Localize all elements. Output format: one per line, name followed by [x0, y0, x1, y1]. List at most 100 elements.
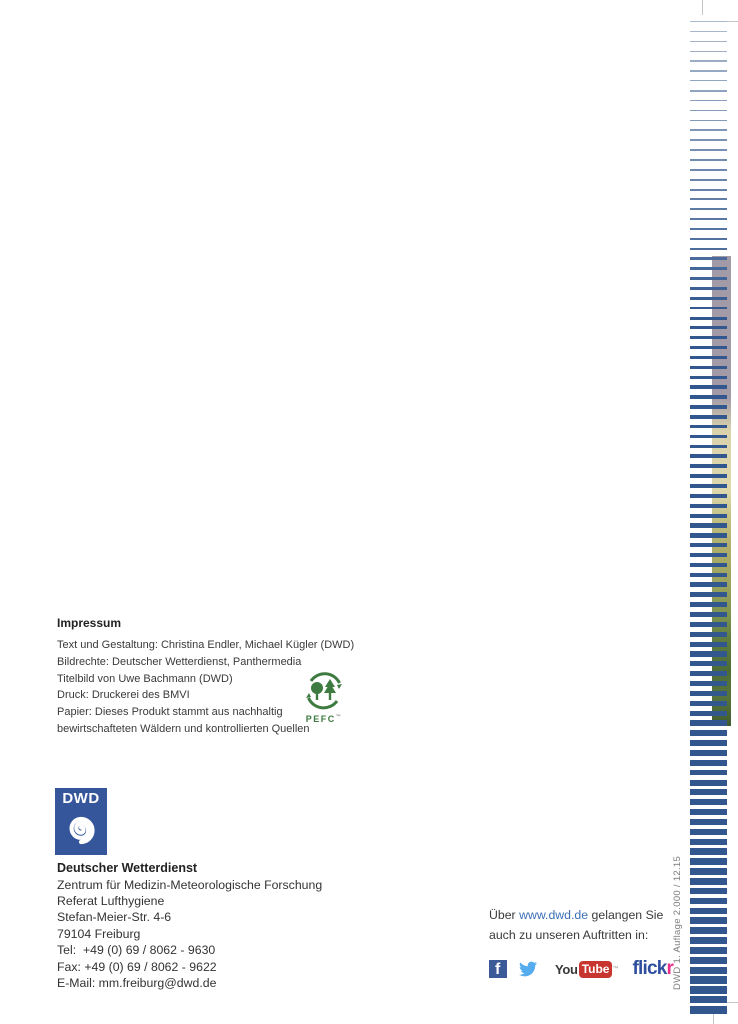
dwd-website-link[interactable]: www.dwd.de: [519, 908, 589, 922]
stripe-bar: [690, 631, 727, 637]
stripe-bar: [690, 395, 727, 399]
flickr-icon[interactable]: flickr: [632, 958, 674, 979]
stripe-bar: [690, 40, 727, 42]
stripe-bar: [690, 326, 727, 330]
stripe-bar: [690, 641, 727, 647]
address-line: Stefan-Meier-Str. 4-6: [57, 910, 172, 925]
stripe-bar: [690, 50, 727, 52]
stripe-bar: [690, 897, 727, 905]
stripe-bar: [690, 818, 727, 826]
stripe-bar: [690, 681, 727, 687]
crop-mark-bottom-vertical: [713, 1014, 714, 1024]
address-line: E-Mail: mm.freiburg@dwd.de: [57, 975, 217, 990]
stripe-bar: [690, 474, 727, 479]
impressum-line: Druck: Druckerei des BMVI: [57, 689, 190, 702]
stripe-bar: [690, 976, 727, 984]
stripe-bar: [690, 749, 727, 756]
stripe-bar: [690, 188, 727, 191]
stripe-bar: [690, 139, 727, 141]
stripe-bar: [690, 986, 727, 994]
impressum-lines: Text und Gestaltung: Christina Endler, M…: [57, 637, 387, 738]
stripe-bar: [690, 966, 727, 974]
stripe-bar: [690, 720, 727, 726]
dwd-spiral-icon: [69, 816, 95, 845]
cover-edge-strip: [712, 256, 731, 726]
stripe-bar: [690, 828, 727, 835]
twitter-icon[interactable]: [517, 960, 539, 978]
crop-mark-bottom-horizontal: [727, 1002, 738, 1003]
impressum-heading: Impressum: [57, 616, 122, 630]
stripe-bar: [690, 355, 727, 360]
stripe-bar: [690, 434, 727, 439]
stripe-bar: [690, 1006, 727, 1014]
youtube-trademark: ™: [612, 966, 619, 972]
stripe-bar: [690, 149, 727, 151]
stripe-bar: [690, 346, 727, 350]
stripe-bar: [690, 158, 727, 161]
stripe-bar: [690, 464, 727, 469]
stripe-bar: [690, 198, 727, 201]
stripe-bar: [690, 592, 727, 598]
stripe-bar: [690, 572, 727, 578]
address-line: Fax: +49 (0) 69 / 8062 - 9622: [57, 959, 217, 974]
stripe-bar: [690, 730, 727, 736]
impressum-line: Bildrechte: Deutscher Wetterdienst, Pant…: [57, 655, 302, 668]
stripe-bar: [690, 454, 727, 459]
stripe-bar: [690, 946, 727, 954]
stripe-bar: [690, 444, 727, 449]
stripe-bar: [690, 405, 727, 409]
stripe-bar: [690, 848, 727, 855]
stripe-bar: [690, 415, 727, 419]
address-line: Tel: +49 (0) 69 / 8062 - 9630: [57, 943, 216, 958]
facebook-icon[interactable]: f: [489, 960, 507, 978]
stripe-bar: [690, 296, 727, 300]
address-line: 79104 Freiburg: [57, 926, 141, 941]
stripe-bar: [690, 277, 727, 280]
stripe-bar: [690, 759, 727, 766]
stripe-bar: [690, 769, 727, 776]
publisher-block: Deutscher Wetterdienst Zentrum für Mediz…: [57, 860, 377, 991]
stripe-bar: [690, 336, 727, 340]
stripe-bar: [690, 287, 727, 290]
stripe-bar: [690, 119, 727, 122]
stripe-bar: [690, 533, 727, 538]
stripe-bar: [690, 30, 727, 32]
social-intro-line1: Über www.dwd.de gelangen Sie: [489, 908, 664, 922]
stripe-bar: [690, 109, 727, 112]
stripe-bar: [690, 838, 727, 845]
stripe-bar: [690, 513, 727, 518]
stripe-bar: [690, 927, 727, 935]
stripe-bar: [690, 602, 727, 607]
stripe-bar: [690, 809, 727, 816]
stripe-bar: [690, 690, 727, 697]
stripe-bar: [690, 661, 727, 667]
stripe-bar: [690, 365, 727, 370]
address-line: Zentrum für Medizin-Meteorologische Fors…: [57, 877, 323, 892]
stripe-bar: [690, 789, 727, 796]
social-intro-line2: auch zu unseren Auftritten in:: [489, 928, 649, 942]
pefc-logo: PEFC™: [299, 672, 349, 724]
stripe-bar: [690, 316, 727, 320]
stripe-pattern: [690, 0, 727, 1024]
stripe-bar: [690, 80, 727, 82]
stripe-bar: [690, 956, 727, 964]
stripe-bar: [690, 218, 727, 221]
stripe-bar: [690, 178, 727, 181]
stripe-bar: [690, 483, 727, 488]
address-line: Referat Lufthygiene: [57, 893, 165, 908]
stripe-bar: [690, 799, 727, 806]
stripe-bar: [690, 621, 727, 627]
stripe-bar: [690, 208, 727, 211]
impressum-line: Titelbild von Uwe Bachmann (DWD): [57, 672, 233, 685]
stripe-bar: [690, 375, 727, 379]
stripe-bar: [690, 257, 727, 260]
stripe-bar: [690, 70, 727, 72]
youtube-icon[interactable]: You Tube ™: [555, 960, 619, 978]
stripe-bar: [690, 779, 727, 786]
stripe-bar: [690, 267, 727, 270]
stripe-bar: [690, 493, 727, 498]
stripe-bar: [690, 907, 727, 915]
stripe-bar: [690, 858, 727, 865]
impressum-line: bewirtschafteten Wäldern und kontrollier…: [57, 722, 310, 735]
crop-mark-top-horizontal: [719, 21, 738, 22]
